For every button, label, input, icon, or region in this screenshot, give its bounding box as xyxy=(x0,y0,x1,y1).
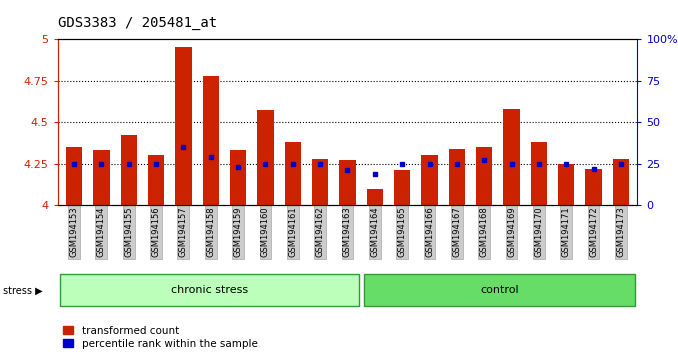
Bar xyxy=(121,136,137,205)
Text: stress ▶: stress ▶ xyxy=(3,285,43,295)
Bar xyxy=(558,164,574,205)
Bar xyxy=(339,160,356,205)
Legend: transformed count, percentile rank within the sample: transformed count, percentile rank withi… xyxy=(63,326,258,349)
Bar xyxy=(285,142,301,205)
Bar xyxy=(93,150,110,205)
Bar xyxy=(503,109,520,205)
Bar xyxy=(585,169,602,205)
Bar xyxy=(421,155,438,205)
Bar xyxy=(449,149,465,205)
Text: chronic stress: chronic stress xyxy=(171,285,248,295)
Bar xyxy=(613,159,629,205)
Bar xyxy=(148,155,164,205)
Bar xyxy=(203,75,219,205)
Bar xyxy=(394,170,410,205)
Bar xyxy=(476,147,492,205)
Bar xyxy=(175,47,192,205)
Text: control: control xyxy=(480,285,519,295)
Bar xyxy=(531,142,547,205)
Bar xyxy=(230,150,246,205)
Bar xyxy=(312,159,328,205)
Bar xyxy=(257,110,274,205)
Text: GDS3383 / 205481_at: GDS3383 / 205481_at xyxy=(58,16,217,30)
Bar xyxy=(367,189,383,205)
Bar xyxy=(66,147,82,205)
